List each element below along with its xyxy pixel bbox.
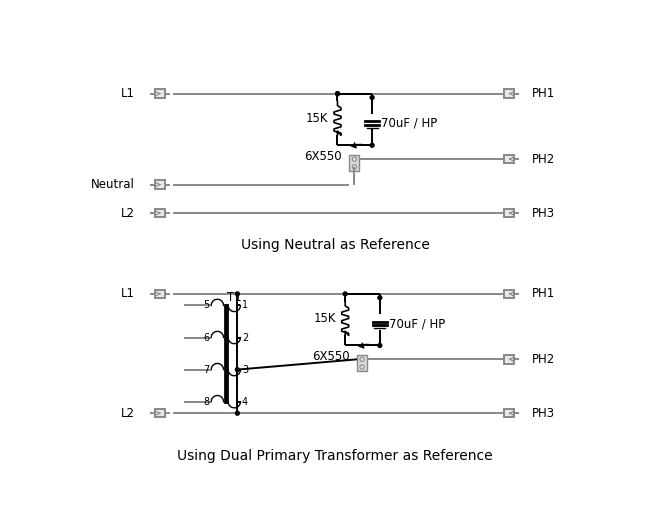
Circle shape	[370, 144, 374, 147]
Text: PH3: PH3	[532, 206, 555, 220]
Bar	[349, 155, 360, 171]
FancyBboxPatch shape	[156, 409, 165, 418]
Text: 2: 2	[242, 333, 249, 343]
Text: L2: L2	[121, 206, 135, 220]
FancyBboxPatch shape	[156, 180, 165, 189]
Text: 70uF / HP: 70uF / HP	[389, 317, 445, 330]
Circle shape	[336, 92, 339, 95]
Circle shape	[343, 292, 347, 296]
Text: PH3: PH3	[532, 407, 555, 420]
FancyBboxPatch shape	[156, 90, 165, 98]
Text: Using Neutral as Reference: Using Neutral as Reference	[241, 238, 430, 253]
Text: PH2: PH2	[532, 353, 555, 366]
Circle shape	[235, 368, 239, 372]
Text: L1: L1	[121, 87, 135, 100]
Circle shape	[370, 95, 374, 100]
Text: 8: 8	[203, 397, 210, 407]
Text: L2: L2	[121, 407, 135, 420]
Text: 6: 6	[203, 333, 210, 343]
Circle shape	[235, 411, 239, 415]
FancyBboxPatch shape	[156, 290, 165, 298]
Text: 6X550: 6X550	[312, 350, 350, 363]
Text: 4: 4	[242, 397, 248, 407]
Text: 6X550: 6X550	[305, 149, 342, 162]
FancyBboxPatch shape	[504, 409, 514, 418]
FancyBboxPatch shape	[504, 209, 514, 217]
Circle shape	[378, 296, 382, 300]
Text: 70uF / HP: 70uF / HP	[381, 117, 438, 130]
FancyBboxPatch shape	[156, 209, 165, 217]
FancyBboxPatch shape	[504, 155, 514, 163]
Text: Using Dual Primary Transformer as Reference: Using Dual Primary Transformer as Refere…	[177, 449, 493, 463]
FancyBboxPatch shape	[504, 290, 514, 298]
Text: L1: L1	[121, 287, 135, 300]
FancyBboxPatch shape	[504, 355, 514, 364]
Text: 15K: 15K	[313, 312, 336, 325]
Text: 7: 7	[203, 365, 210, 375]
Text: PH2: PH2	[532, 152, 555, 166]
Text: 1: 1	[242, 300, 248, 310]
Text: PH1: PH1	[532, 287, 555, 300]
Bar	[357, 355, 367, 371]
Text: T1: T1	[228, 291, 242, 304]
Circle shape	[235, 292, 239, 296]
Text: 15K: 15K	[306, 112, 328, 125]
Text: Neutral: Neutral	[91, 178, 135, 191]
Text: PH1: PH1	[532, 87, 555, 100]
Circle shape	[336, 92, 339, 95]
Text: 3: 3	[242, 365, 248, 375]
FancyBboxPatch shape	[504, 90, 514, 98]
Circle shape	[378, 344, 382, 347]
Text: 5: 5	[203, 300, 210, 310]
